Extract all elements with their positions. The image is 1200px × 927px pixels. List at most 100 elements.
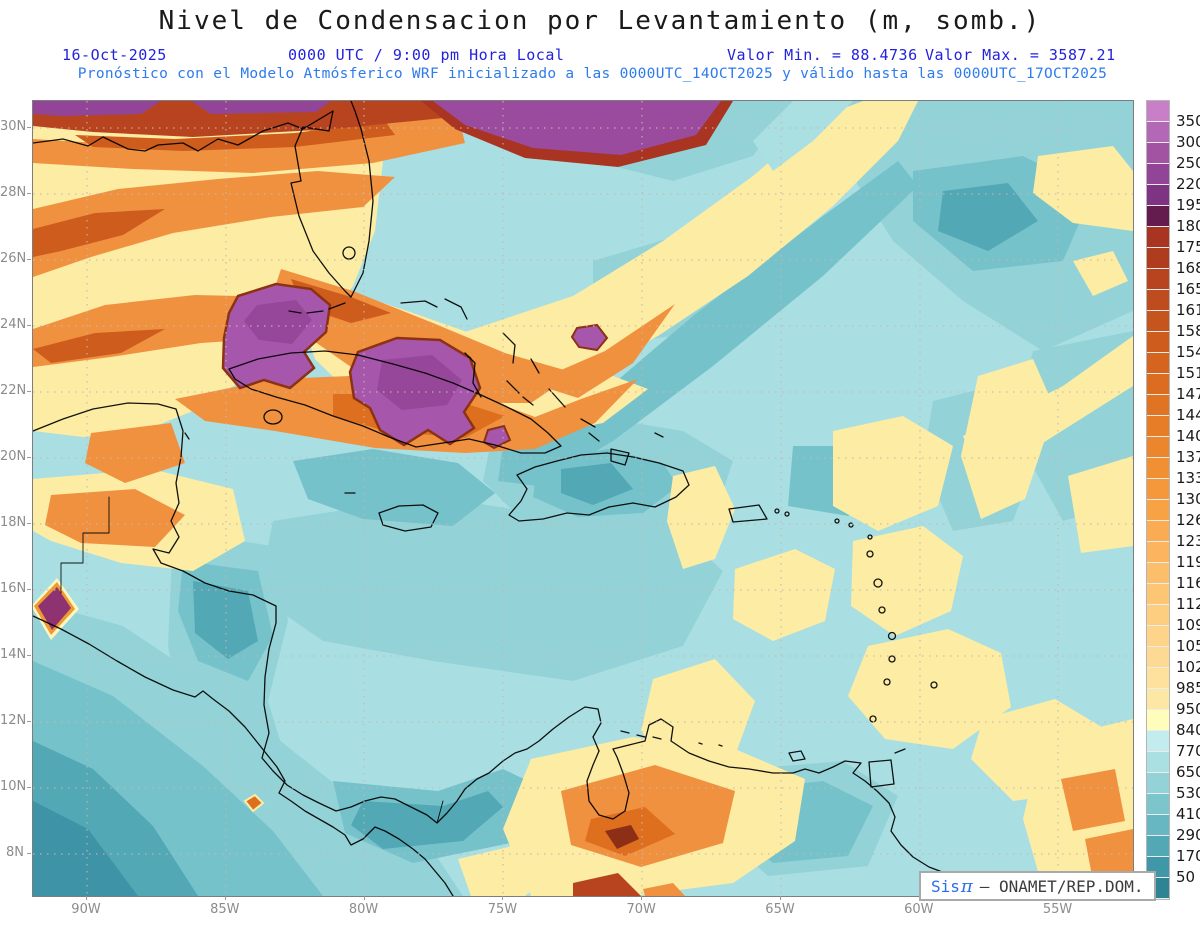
lat-tick-label: 20N	[0, 449, 27, 464]
lat-tick-label: 18N	[0, 515, 27, 530]
contour-pacific-corner	[33, 801, 138, 896]
lat-tick	[27, 127, 31, 128]
colorbar	[1146, 100, 1170, 900]
lon-tick-label: 65W	[765, 902, 795, 917]
lake-maracaibo	[586, 748, 630, 820]
lesser-antilles	[774, 508, 938, 788]
colorbar-segment	[1147, 374, 1169, 395]
colorbar-segment	[1147, 647, 1169, 668]
colorbar-segment	[1147, 311, 1169, 332]
colorbar-segment	[1147, 668, 1169, 689]
lon-tick-label: 75W	[487, 902, 518, 917]
lon-tick-label: 70W	[626, 902, 656, 917]
colorbar-tick-label: 1750	[1176, 238, 1200, 256]
colorbar-tick-label: 3000	[1176, 133, 1200, 151]
jamaica-coast	[378, 504, 439, 532]
lon-tick	[86, 896, 87, 900]
colorbar-tick-label: 50	[1176, 868, 1196, 886]
colorbar-segment	[1147, 122, 1169, 143]
colorbar-tick-label: 1090	[1176, 616, 1200, 634]
colorbar-tick-label: 1160	[1176, 574, 1200, 592]
colorbar-tick-label: 1405	[1176, 427, 1200, 445]
colorbar-tick-label: 2200	[1176, 175, 1200, 193]
colorbar-segment	[1147, 731, 1169, 752]
colorbar-tick-label: 1950	[1176, 196, 1200, 214]
lat-tick-label: 26N	[0, 251, 27, 266]
trinidad-coast	[868, 759, 895, 788]
colorbar-tick-label: 1195	[1176, 553, 1200, 571]
lat-axis: 30N 28N 26N 24N 22N 20N 18N 16N 14N 12N 10N 8N	[0, 100, 31, 895]
colorbar-segment	[1147, 584, 1169, 605]
costa-rica-spot	[243, 793, 265, 813]
colorbar-segment	[1147, 794, 1169, 815]
colorbar-segment	[1147, 164, 1169, 185]
watermark-org: – ONAMET/REP.DOM.	[979, 876, 1144, 896]
lat-tick	[27, 457, 31, 458]
colorbar-segment	[1147, 773, 1169, 794]
colorbar-segment	[1147, 542, 1169, 563]
contours-top-edge	[33, 101, 733, 167]
colorbar-segment	[1147, 458, 1169, 479]
colorbar-tick-label: 410	[1176, 805, 1200, 823]
florida-keys	[288, 302, 346, 314]
abc-islands	[620, 730, 806, 762]
colorbar-segment	[1147, 206, 1169, 227]
lcl-contour-map	[33, 101, 1133, 896]
lon-tick	[224, 896, 226, 900]
colorbar-tick-label: 1650	[1176, 280, 1200, 298]
page-title: Nivel de Condensacion por Levantamiento …	[158, 6, 1042, 36]
lake-okeechobee	[342, 246, 356, 260]
colorbar-segment	[1147, 752, 1169, 773]
colorbar-tick-label: 3500	[1176, 112, 1200, 130]
hispaniola-coast	[508, 452, 690, 522]
colorbar-tick-label: 530	[1176, 784, 1200, 802]
lat-tick	[27, 589, 31, 590]
contour-venezuela-hotspot	[605, 825, 639, 849]
colorbar-segment	[1147, 437, 1169, 458]
south-america-coast	[612, 718, 998, 896]
lat-tick-label: 16N	[0, 581, 27, 596]
pi-icon: π	[960, 875, 973, 897]
colorbar-tick-label: 1685	[1176, 259, 1200, 277]
colorbar-tick-label: 170	[1176, 847, 1200, 865]
colorbar-segment	[1147, 836, 1169, 857]
colorbar-tick-label: 1020	[1176, 658, 1200, 676]
colorbar-segment	[1147, 605, 1169, 626]
lat-tick-label: 30N	[0, 119, 27, 134]
colorbar-segment	[1147, 815, 1169, 836]
colorbar-tick-label: 985	[1176, 679, 1200, 697]
colorbar-tick-label: 1265	[1176, 511, 1200, 529]
bahamas-islands	[400, 298, 664, 466]
lat-tick-label: 12N	[0, 713, 27, 728]
lat-tick	[27, 655, 31, 656]
colorbar-segment	[1147, 332, 1169, 353]
valid-time: 0000 UTC / 9:00 pm Hora Local	[288, 46, 565, 64]
purple-blob-bahamas	[570, 323, 609, 352]
guatemala-spot-core	[38, 587, 71, 630]
colorbar-segment	[1147, 710, 1169, 731]
colorbar-tick-label: 290	[1176, 826, 1200, 844]
colorbar-segment	[1147, 416, 1169, 437]
lat-tick	[27, 193, 31, 194]
lat-tick	[27, 721, 31, 722]
isla-juventud	[263, 409, 283, 425]
colorbar-segment	[1147, 143, 1169, 164]
colorbar-segment	[1147, 626, 1169, 647]
valid-date: 16-Oct-2025	[62, 46, 167, 64]
value-min: Valor Min. = 88.4736	[727, 46, 918, 64]
colorbar-tick-label: 1615	[1176, 301, 1200, 319]
puerto-rico-coast	[728, 504, 768, 523]
colorbar-tick-label: 1510	[1176, 364, 1200, 382]
lat-tick-label: 28N	[0, 185, 27, 200]
lat-tick	[27, 391, 31, 392]
map-canvas	[32, 100, 1134, 897]
colorbar-segment	[1147, 353, 1169, 374]
colorbar-segment	[1147, 521, 1169, 542]
colorbar-tick-label: 840	[1176, 721, 1200, 739]
lat-tick	[27, 523, 31, 524]
colorbar-tick-label: 1800	[1176, 217, 1200, 235]
colorbar-tick-label: 770	[1176, 742, 1200, 760]
